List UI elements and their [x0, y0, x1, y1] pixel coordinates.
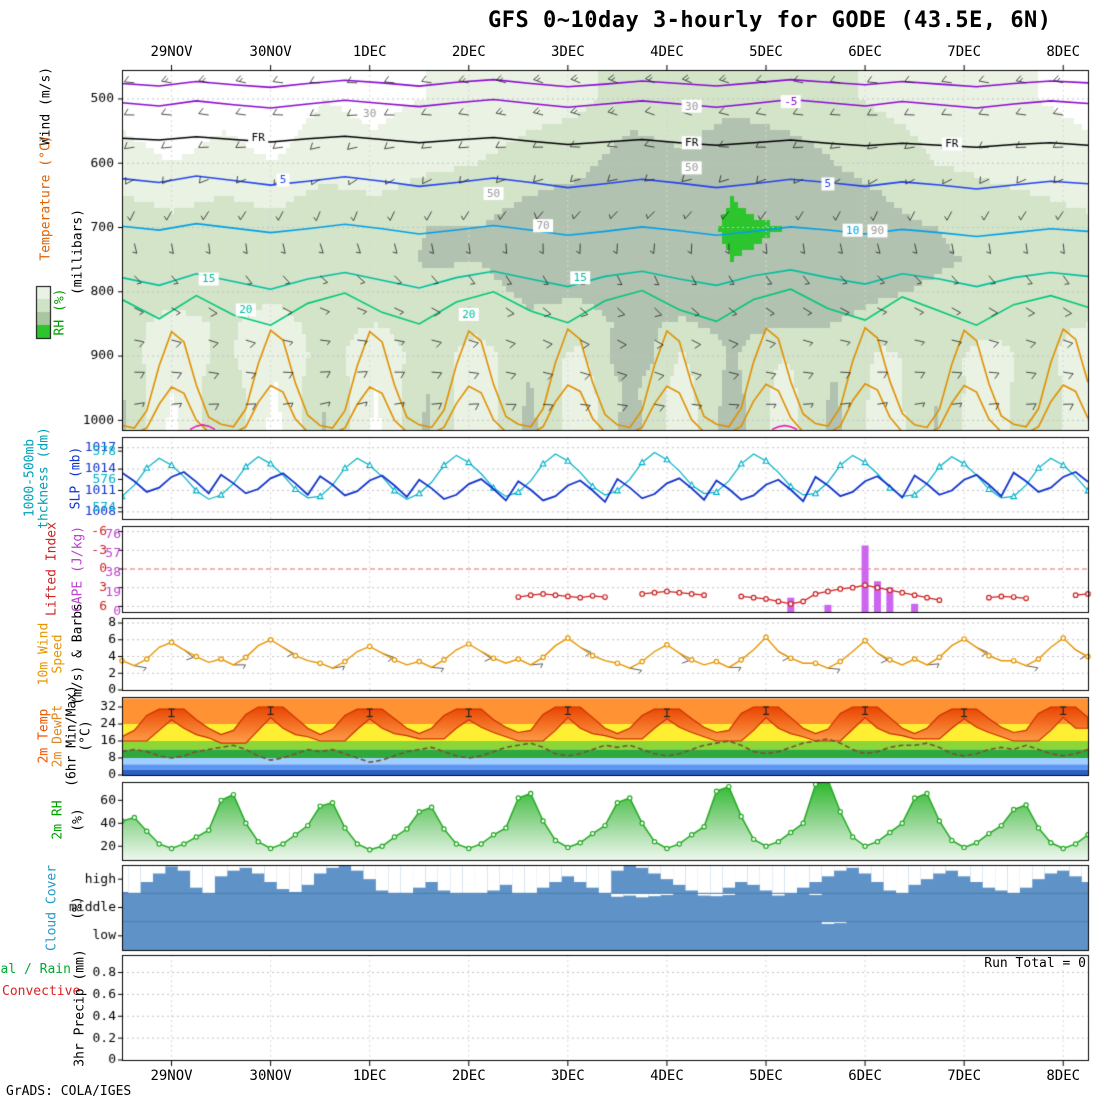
temp2m-axis-label-1: 2m Temp [36, 708, 52, 764]
dewpt2m-axis-label: 2m DewPt [50, 704, 66, 768]
top-date-axis: 29NOV 30NOV 1DEC 2DEC 3DEC 4DEC 5DEC 6DEC 7DEC 8D… [0, 44, 1100, 62]
date-label: 29NOV [150, 44, 193, 60]
rh-axis-label: RH (%) [52, 288, 68, 336]
precip-axis-label: 3hr Precip (mm) [72, 949, 88, 1067]
date-label: 5DEC [749, 1068, 783, 1084]
chart-title: GFS 0~10day 3-hourly for GODE (43.5E, 6N… [488, 8, 1052, 33]
date-label: 30NOV [249, 1068, 292, 1084]
slp-axis-label: SLP (mb) [68, 446, 84, 510]
date-label: 6DEC [848, 44, 882, 60]
date-label: 1DEC [352, 1068, 387, 1084]
run-total-label: Run Total = 0 [984, 956, 1086, 971]
wind-axis-label: Wind (m/s) [38, 66, 54, 146]
date-label: 2DEC [451, 44, 486, 60]
date-label: 3DEC [550, 44, 585, 60]
minmax-axis-label: (6hr Min/Max) [64, 685, 80, 787]
date-label: 7DEC [947, 1068, 981, 1084]
cloud-cover-axis-label: Cloud Cover [44, 864, 60, 952]
date-label: 6DEC [848, 1068, 882, 1084]
date-label: 2DEC [451, 1068, 486, 1084]
cloud-pct-axis-label: (%) [70, 896, 86, 920]
date-label: 7DEC [947, 44, 981, 60]
date-label: 4DEC [650, 1068, 684, 1084]
date-label: 30NOV [249, 44, 292, 60]
date-label: 5DEC [749, 44, 783, 60]
date-label: 29NOV [150, 1068, 193, 1084]
millibars-axis-label: (millibars) [70, 208, 86, 296]
precip-total-label: Total / Rain [0, 962, 71, 977]
date-label: 8DEC [1046, 1068, 1081, 1084]
degc-axis-label: (°C) [78, 720, 94, 752]
date-label: 4DEC [650, 44, 684, 60]
cape-axis-label: CAPE (J/kg) [70, 525, 86, 613]
rh2m-axis-label-2: (%) [70, 808, 86, 832]
wind10m-axis-label-2: Speed [50, 634, 66, 674]
precip-convective-label: Convective [2, 984, 81, 999]
date-label: 3DEC [550, 1068, 585, 1084]
grads-credit: GrADS: COLA/IGES [6, 1084, 132, 1099]
rh2m-axis-label-1: 2m RH [50, 800, 66, 840]
lifted-index-axis-label: Lifted Index [44, 522, 60, 616]
temperature-axis-label: Temperature (°C) [38, 135, 54, 261]
date-label: 1DEC [352, 44, 387, 60]
bottom-date-axis: 29NOV 30NOV 1DEC 2DEC 3DEC 4DEC 5DEC 6DEC 7DEC 8D… [0, 1068, 1100, 1086]
thickness-axis-label-2: thckness (dm) [36, 427, 52, 529]
thickness-axis-label-1: 1000-500mb [22, 438, 38, 518]
date-label: 8DEC [1046, 44, 1081, 60]
wind10m-axis-label-1: 10m Wind [36, 622, 52, 686]
